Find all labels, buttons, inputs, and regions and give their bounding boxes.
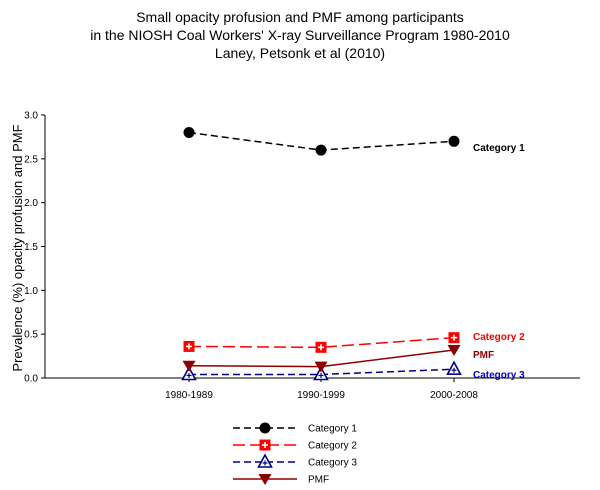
data-point-category-3 — [181, 365, 197, 381]
data-point-category-2 — [183, 340, 195, 352]
data-point-category-1 — [183, 127, 195, 139]
legend-marker-category-2 — [259, 439, 271, 451]
end-label-category-3: Category 3 — [473, 370, 525, 381]
x-tick-label: 2000-2008 — [430, 390, 478, 401]
end-label-category-2: Category 2 — [473, 332, 525, 343]
end-labels: Category 1 Category 2 Category 3 PMF — [473, 143, 525, 381]
legend-label: Category 1 — [308, 424, 357, 435]
legend-label: Category 2 — [308, 441, 357, 452]
legend: Category 1 Category 2 Category 3 PMF — [233, 422, 357, 486]
series-category-3 — [181, 360, 462, 381]
legend-item-category-2: Category 2 — [233, 439, 357, 452]
legend-label: PMF — [308, 475, 329, 486]
legend-item-category-1: Category 1 — [233, 422, 357, 435]
chart-title: Small opacity profusion and PMF among pa… — [90, 9, 510, 61]
chart-title-line-2: in the NIOSH Coal Workers' X-ray Surveil… — [90, 27, 510, 43]
y-tick-label: 1.5 — [24, 242, 38, 253]
legend-label: Category 3 — [308, 458, 357, 469]
legend-marker-category-1 — [259, 422, 271, 434]
data-point-category-2 — [315, 341, 327, 353]
chart-title-line-3: Laney, Petsonk et al (2010) — [215, 45, 385, 61]
data-point-pmf — [314, 361, 328, 373]
series-layer — [181, 127, 462, 381]
data-point-pmf — [447, 344, 461, 356]
y-axis-label: Prevalence (%) opacity profusion and PMF — [10, 124, 25, 371]
x-tick-label: 1990-1999 — [297, 390, 345, 401]
data-point-category-3 — [313, 365, 329, 381]
y-tick-label: 0.0 — [24, 374, 38, 385]
data-point-category-1 — [448, 135, 460, 147]
y-tick-label: 0.5 — [24, 330, 38, 341]
y-tick-label: 2.5 — [24, 154, 38, 165]
series-line-category-2 — [188, 336, 455, 349]
legend-item-pmf: PMF — [233, 474, 329, 486]
x-tick-label: 1980-1989 — [165, 390, 213, 401]
data-point-pmf — [182, 360, 196, 372]
chart-title-line-1: Small opacity profusion and PMF among pa… — [136, 9, 464, 25]
data-point-category-2 — [448, 332, 460, 344]
legend-marker-pmf — [258, 474, 272, 485]
y-tick-label: 2.0 — [24, 198, 38, 209]
data-point-category-1 — [315, 144, 327, 156]
legend-item-category-3: Category 3 — [233, 453, 357, 469]
y-tick-label: 3.0 — [24, 111, 38, 122]
series-pmf — [182, 344, 461, 373]
y-tick-label: 1.0 — [24, 286, 38, 297]
end-label-pmf: PMF — [473, 350, 494, 361]
end-label-category-1: Category 1 — [473, 143, 525, 154]
data-point-category-3 — [446, 360, 462, 376]
axes: 0.0 0.5 1.0 1.5 2.0 2.5 3.0 1980-1989 1990-1999 2… — [24, 111, 580, 401]
series-category-2 — [183, 332, 460, 353]
legend-marker-category-3 — [257, 453, 273, 468]
series-category-1 — [183, 127, 460, 156]
